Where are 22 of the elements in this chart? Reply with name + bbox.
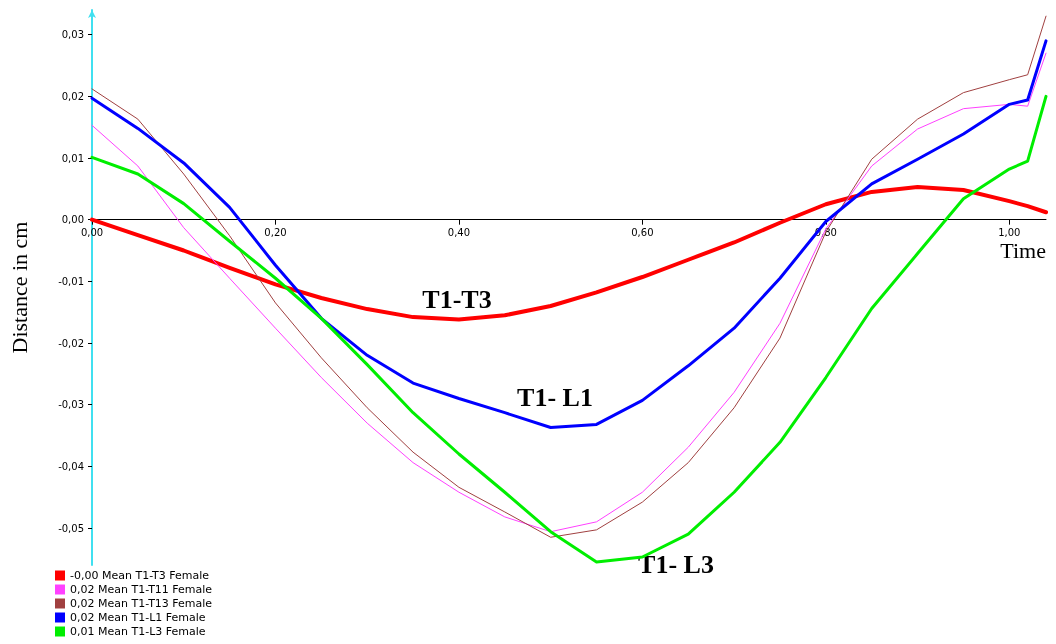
y-tick-label: -0,01 (58, 275, 84, 287)
legend-label: 0,02 Mean T1-T13 Female (70, 597, 213, 610)
x-tick-label: 0,60 (631, 227, 654, 239)
y-tick-label: -0,05 (58, 522, 84, 534)
x-tick-label: 1,00 (998, 227, 1021, 239)
x-tick-label: 0,40 (447, 227, 471, 239)
x-tick-label: 0,20 (264, 227, 287, 239)
legend-label: -0,00 Mean T1-T3 Female (70, 569, 210, 582)
legend-label: 0,02 Mean T1-T11 Female (70, 583, 213, 596)
y-tick-label: 0,02 (61, 90, 84, 102)
legend-label: 0,01 Mean T1-L3 Female (70, 625, 206, 638)
legend-label: 0,02 Mean T1-L1 Female (70, 611, 206, 624)
y-tick-label: 0,00 (61, 214, 84, 226)
y-tick-label: -0,03 (58, 399, 84, 411)
y-tick-label: -0,02 (58, 337, 84, 349)
y-tick-label: 0,03 (61, 29, 84, 41)
annotation: T1-T3 (422, 284, 492, 314)
annotation: T1- L1 (517, 382, 593, 412)
x-axis-title: Time (1000, 238, 1046, 264)
y-tick-label: -0,04 (58, 460, 84, 472)
y-tick-label: 0,01 (61, 152, 84, 164)
y-axis-title: Distance in cm (6, 221, 32, 354)
